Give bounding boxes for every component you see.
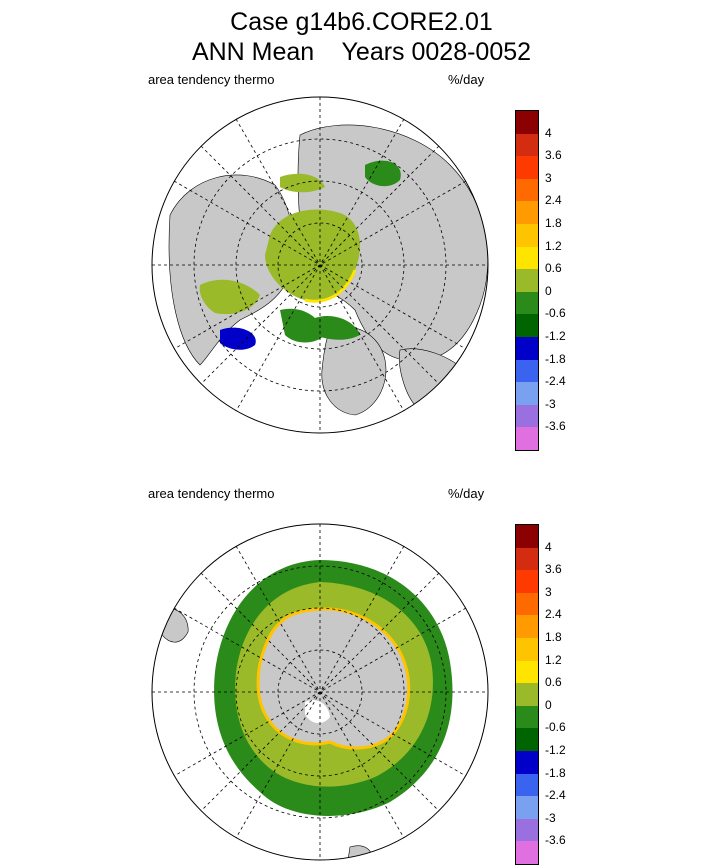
north-land-europe [398,348,475,426]
colorbar-swatch [516,637,538,661]
colorbar-tick-label: 1.2 [545,238,562,253]
north-land-greenland [321,326,387,416]
south-ross-sea [305,700,330,724]
colorbar-tick-label: 3.6 [545,148,562,163]
colorbar-tick-label: 0 [545,697,552,712]
colorbar-swatch [516,404,538,428]
colorbar-swatch [516,592,538,616]
colorbar-swatch [516,750,538,774]
colorbar-tick-label: 3 [545,584,552,599]
colorbar-swatch [516,336,538,360]
south-ice-edge [256,607,411,750]
north-land-america [168,174,295,366]
colorbar-tick-label: 3.6 [545,562,562,577]
north-arctic-ice [265,209,360,302]
colorbar-swatch [516,133,538,157]
south-colorbar [515,524,539,865]
north-units-label: %/day [448,72,485,87]
colorbar-tick-label: 3 [545,170,552,185]
north-hudson-ice [199,279,260,315]
colorbar-tick-label: 0 [545,283,552,298]
colorbar-tick-label: 1.2 [545,652,562,667]
colorbar-swatch [516,291,538,315]
north-graticule [152,97,488,433]
figure-title-line2: ANN Mean Years 0028-0052 [191,38,532,66]
north-bering-ice [280,173,325,193]
colorbar-swatch [516,525,538,548]
colorbar-tick-label: 0.6 [545,261,562,276]
north-labrador-ice [220,327,256,350]
colorbar-tick-label: -1.8 [545,765,566,780]
colorbar-swatch [516,111,538,134]
colorbar-tick-label: 2.4 [545,607,562,622]
colorbar-tick-label: -3.6 [545,419,566,434]
colorbar-swatch [516,427,538,450]
colorbar-swatch [516,201,538,224]
north-barents-ice [310,315,360,340]
colorbar-swatch [516,382,538,405]
colorbar-tick-label: -3 [545,810,556,825]
colorbar-swatch [516,178,538,202]
colorbar-swatch [516,796,538,819]
north-polar-map [151,96,489,434]
colorbar-tick-label: 1.8 [545,630,562,644]
colorbar-swatch [516,269,538,292]
colorbar-swatch [516,728,538,751]
south-graticule [152,524,488,860]
colorbar-tick-label: -2.4 [545,374,566,389]
colorbar-swatch [516,547,538,571]
colorbar-tick-label: 4 [545,125,552,140]
colorbar-tick-label: 2.4 [545,193,562,208]
south-variable-label: area tendency thermo [148,486,275,501]
south-polar-map [151,523,489,861]
colorbar-tick-label: -1.8 [545,351,566,366]
north-variable-label: area tendency thermo [148,72,275,87]
colorbar-swatch [516,818,538,842]
colorbar-tick-label: -1.2 [545,329,566,343]
colorbar-swatch [516,683,538,706]
colorbar-swatch [516,660,538,684]
colorbar-tick-label: 1.8 [545,216,562,230]
colorbar-swatch [516,223,538,247]
colorbar-tick-label: -0.6 [545,720,566,735]
colorbar-tick-label: -0.6 [545,306,566,321]
figure-title-line1: Case g14b6.CORE2.01 [230,8,493,36]
colorbar-tick-label: -3 [545,396,556,411]
colorbar-tick-label: -3.6 [545,833,566,848]
colorbar-tick-label: 4 [545,539,552,554]
colorbar-swatch [516,570,538,593]
colorbar-swatch [516,705,538,729]
colorbar-tick-label: -1.2 [545,743,566,757]
colorbar-swatch [516,359,538,383]
colorbar-swatch [516,615,538,638]
colorbar-swatch [516,314,538,337]
colorbar-swatch [516,841,538,864]
north-colorbar [515,110,539,451]
north-arctic-ice-edge [304,269,357,303]
south-units-label: %/day [448,486,485,501]
colorbar-swatch [516,156,538,179]
colorbar-swatch [516,246,538,270]
colorbar-tick-label: -2.4 [545,788,566,803]
colorbar-tick-label: 0.6 [545,675,562,690]
colorbar-swatch [516,773,538,797]
north-okhotsk-ice [365,160,401,187]
